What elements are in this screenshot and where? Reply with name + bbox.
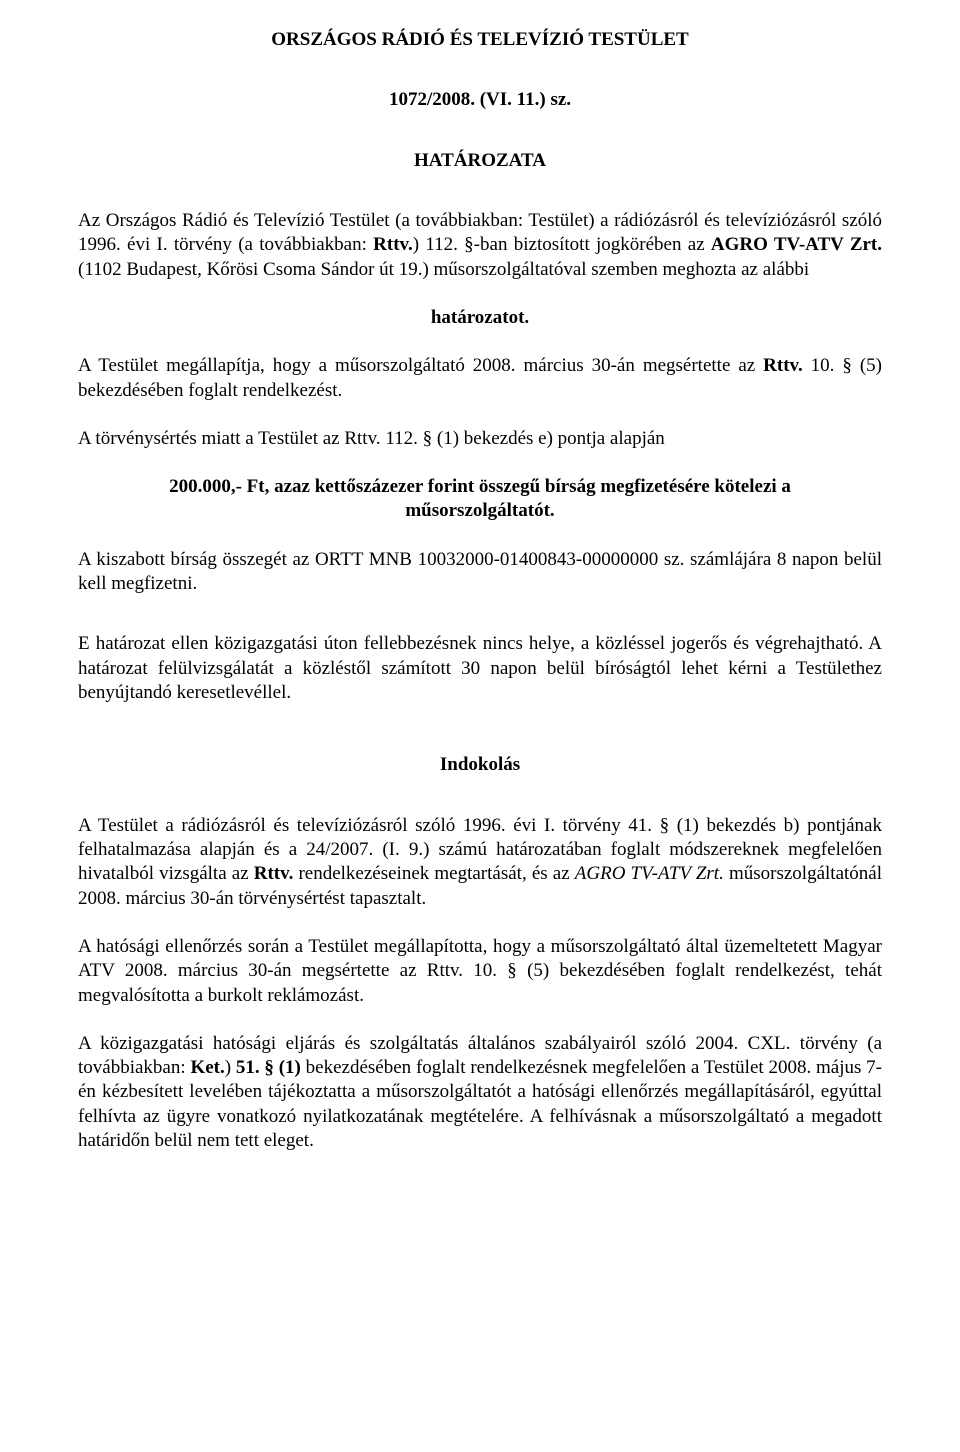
ket-ref: Ket. — [190, 1057, 224, 1078]
text-run: ) — [225, 1057, 236, 1078]
company-name-italic: AGRO TV-ATV Zrt. — [575, 863, 724, 884]
reasoning-p2: A hatósági ellenőrzés során a Testület m… — [78, 935, 882, 1008]
intro-paragraph: Az Országos Rádió és Televízió Testület … — [78, 209, 882, 282]
text-run: A Testület megállapítja, hogy a műsorszo… — [78, 355, 763, 376]
rttv-ref: Rttv. — [254, 863, 294, 884]
text-run: rendelkezéseinek megtartását, és az — [293, 863, 574, 884]
reasoning-p1: A Testület a rádiózásról és televíziózás… — [78, 814, 882, 911]
indokolas-heading: Indokolás — [78, 753, 882, 777]
finding-paragraph: A Testület megállapítja, hogy a műsorszo… — [78, 354, 882, 403]
company-name: AGRO TV-ATV Zrt. — [711, 234, 882, 255]
document-number: 1072/2008. (VI. 11.) sz. — [78, 88, 882, 112]
decision-heading: HATÁROZATA — [78, 149, 882, 173]
rttv-ref: Rttv. — [373, 234, 413, 255]
document-page: ORSZÁGOS RÁDIÓ ÉS TELEVÍZIÓ TESTÜLET 107… — [0, 0, 960, 1452]
rttv-ref: Rttv. — [763, 355, 803, 376]
penalty-intro: A törvénysértés miatt a Testület az Rttv… — [78, 427, 882, 451]
fine-amount: 200.000,- Ft, azaz kettőszázezer forint … — [118, 475, 842, 524]
text-run: ) 112. §-ban biztosított jogkörében az — [413, 234, 711, 255]
hatarozatot-label: határozatot. — [78, 306, 882, 330]
appeal-paragraph: E határozat ellen közigazgatási úton fel… — [78, 632, 882, 705]
reasoning-p3: A közigazgatási hatósági eljárás és szol… — [78, 1032, 882, 1154]
org-title: ORSZÁGOS RÁDIÓ ÉS TELEVÍZIÓ TESTÜLET — [78, 28, 882, 52]
payment-paragraph: A kiszabott bírság összegét az ORTT MNB … — [78, 548, 882, 597]
section-ref: 51. § (1) — [236, 1057, 301, 1078]
text-run: (1102 Budapest, Kőrösi Csoma Sándor út 1… — [78, 259, 809, 280]
